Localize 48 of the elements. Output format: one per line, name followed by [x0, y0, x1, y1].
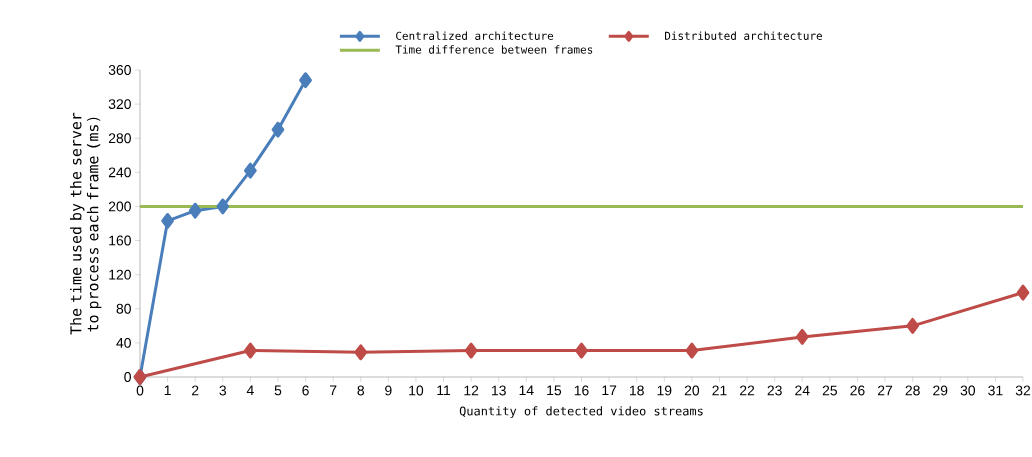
y-tick-label: 360 — [108, 65, 131, 75]
legend-label: Centralized architecture — [396, 31, 554, 40]
x-tick-label: 4 — [246, 385, 254, 396]
x-tick-label: 30 — [960, 385, 976, 396]
y-tick-label: 200 — [108, 201, 131, 212]
legend-label: Distributed architecture — [665, 31, 822, 40]
y-tick-label: 320 — [108, 99, 131, 110]
x-tick-label: 3 — [219, 385, 227, 396]
x-tick-label: 19 — [657, 385, 672, 396]
x-tick-label: 11 — [437, 385, 451, 396]
y-tick-label: 280 — [108, 133, 131, 144]
y-tick-label: 240 — [108, 167, 131, 178]
x-tick-label: 22 — [740, 385, 755, 396]
y-tick-label: 120 — [109, 269, 131, 280]
x-tick-label: 14 — [519, 385, 534, 396]
x-tick-label: 7 — [330, 385, 337, 396]
x-tick-label: 15 — [547, 385, 562, 396]
y-tick-label: 80 — [116, 303, 131, 314]
x-tick-label: 12 — [464, 385, 479, 396]
x-tick-label: 6 — [302, 385, 309, 396]
x-tick-label: 29 — [933, 385, 948, 396]
x-tick-label: 27 — [877, 385, 893, 396]
x-tick-label: 17 — [602, 385, 617, 396]
x-tick-label: 24 — [795, 385, 810, 396]
x-tick-label: 32 — [1015, 385, 1031, 396]
x-tick-label: 28 — [905, 385, 920, 396]
x-tick-label: 10 — [409, 385, 424, 396]
y-axis-title: The time used by the server to process each frame (ms) — [69, 112, 102, 335]
y-tick-label: 160 — [109, 235, 131, 246]
x-tick-label: 23 — [767, 385, 782, 396]
x-tick-label: 26 — [850, 385, 865, 396]
x-tick-label: 8 — [357, 385, 365, 396]
x-tick-label: 9 — [385, 385, 392, 396]
legend-label: Time difference between frames — [395, 45, 593, 54]
x-tick-label: 13 — [492, 385, 506, 396]
x-tick-label: 25 — [822, 385, 838, 396]
x-tick-label: 2 — [192, 385, 199, 396]
x-tick-label: 0 — [136, 385, 144, 396]
x-axis-title: Quantity of detected video streams — [459, 406, 703, 418]
x-tick-label: 5 — [274, 385, 282, 396]
x-tick-label: 18 — [630, 385, 644, 396]
y-tick-label: 0 — [124, 372, 131, 382]
y-tick-label: 40 — [116, 337, 131, 348]
x-tick-label: 16 — [574, 385, 589, 396]
x-tick-label: 1 — [164, 385, 171, 396]
x-tick-label: 21 — [712, 385, 727, 396]
x-tick-label: 31 — [988, 385, 1003, 396]
x-tick-label: 20 — [684, 385, 700, 396]
